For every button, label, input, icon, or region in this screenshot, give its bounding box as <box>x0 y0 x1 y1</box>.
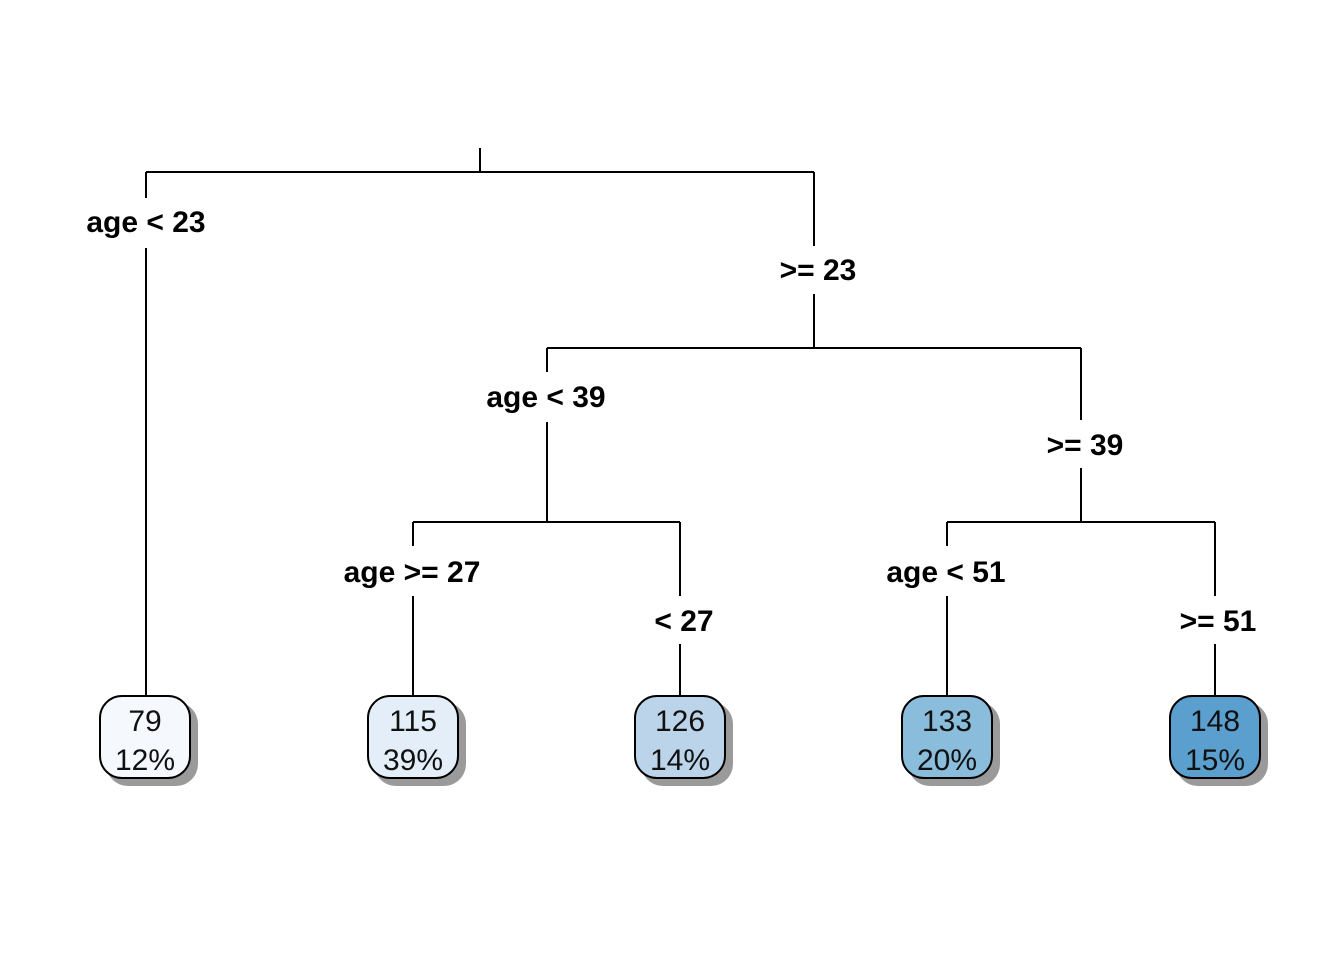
leaf-node-3-box <box>634 695 726 779</box>
leaf-node-3-percent: 14% <box>650 744 710 777</box>
split-labels: age < 23 >= 23 age < 39 >= 39 age >= 27 … <box>86 206 1256 638</box>
leaf-node-2: 115 39% <box>367 695 466 786</box>
leaf-node-5-percent: 15% <box>1185 744 1245 777</box>
leaf-node-5-box <box>1169 695 1261 779</box>
leaf-node-4-percent: 20% <box>917 744 977 777</box>
split-label-age-lt-23: age < 23 <box>86 206 205 239</box>
leaf-node-3-value: 126 <box>655 705 705 738</box>
split-label-ge-39: >= 39 <box>1047 429 1124 462</box>
leaf-node-1-value: 79 <box>128 705 161 738</box>
leaf-node-5-value: 148 <box>1190 705 1240 738</box>
leaf-node-1-box <box>99 695 191 779</box>
leaf-node-3: 126 14% <box>634 695 733 786</box>
split-label-age-lt-39: age < 39 <box>486 381 605 414</box>
split-label-ge-23: >= 23 <box>780 254 857 287</box>
split-label-age-ge-27: age >= 27 <box>344 556 481 589</box>
split-label-age-lt-51: age < 51 <box>886 556 1005 589</box>
leaf-node-4-box <box>901 695 993 779</box>
leaf-node-4: 133 20% <box>901 695 1000 786</box>
leaf-node-4-value: 133 <box>922 705 972 738</box>
split-label-ge-51: >= 51 <box>1180 605 1257 638</box>
split-label-lt-27: < 27 <box>654 605 713 638</box>
leaf-node-1: 79 12% <box>99 695 198 786</box>
leaf-node-2-percent: 39% <box>383 744 443 777</box>
tree-edges <box>145 148 1216 696</box>
leaf-node-1-percent: 12% <box>115 744 175 777</box>
leaf-node-2-value: 115 <box>389 705 437 738</box>
leaf-node-5: 148 15% <box>1169 695 1268 786</box>
leaf-node-2-box <box>367 695 459 779</box>
